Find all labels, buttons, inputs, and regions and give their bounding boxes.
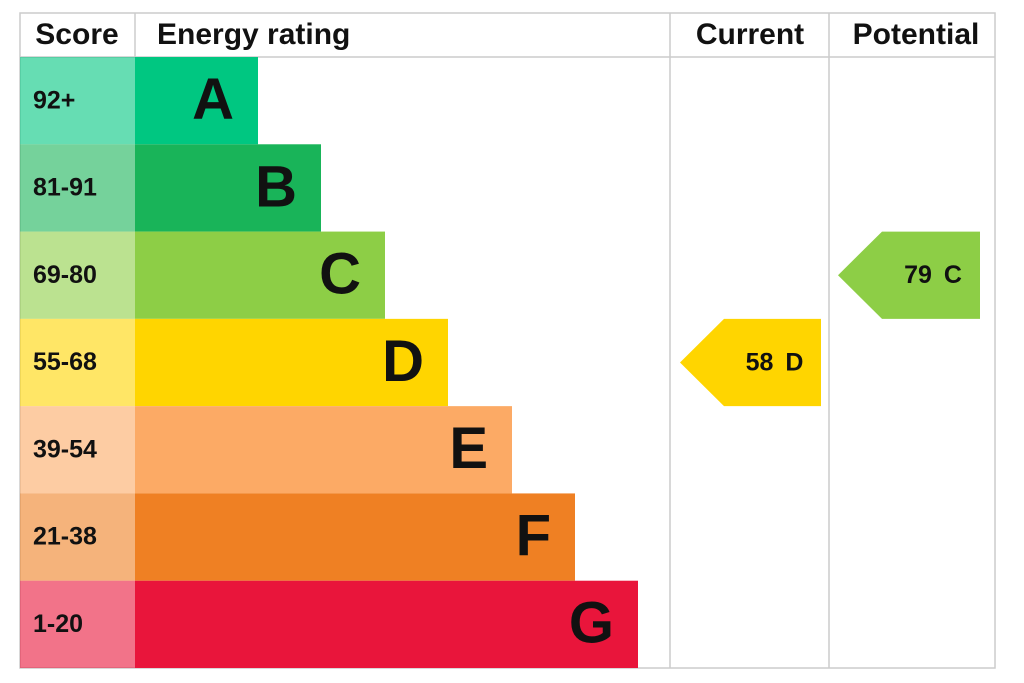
rating-bar (135, 318, 448, 407)
score-cell (20, 493, 135, 581)
potential-label: 79 C (904, 261, 962, 289)
rating-letter: B (255, 154, 297, 219)
rating-bar (135, 57, 258, 145)
score-cell (20, 231, 135, 319)
header-score: Score (35, 18, 118, 51)
rating-letter: C (319, 242, 361, 307)
score-range: 1-20 (33, 610, 83, 638)
header-current: Current (696, 18, 804, 51)
potential-arrow (838, 231, 980, 319)
score-range: 92+ (33, 86, 75, 114)
rating-bar (135, 231, 385, 319)
current-band: D (785, 348, 803, 376)
current-value: 58 (746, 348, 774, 376)
rating-bar (135, 406, 512, 494)
rating-bar (135, 493, 575, 581)
potential-value: 79 (904, 261, 932, 289)
rating-bar (135, 580, 638, 668)
current-arrow (680, 318, 821, 407)
rating-letter: F (516, 503, 551, 568)
rating-letter: A (192, 67, 234, 132)
potential-band: C (944, 261, 962, 289)
score-range: 81-91 (33, 174, 97, 202)
score-cell (20, 144, 135, 232)
score-cell (20, 57, 135, 145)
score-range: 69-80 (33, 261, 97, 289)
header-potential: Potential (853, 18, 980, 51)
score-range: 55-68 (33, 348, 97, 376)
score-range: 39-54 (33, 435, 97, 463)
header-energy-rating: Energy rating (157, 18, 350, 51)
rating-letter: G (569, 591, 614, 656)
score-cell (20, 580, 135, 668)
score-range: 21-38 (33, 523, 97, 551)
current-label: 58 D (746, 348, 804, 376)
score-cell (20, 318, 135, 407)
score-cell (20, 406, 135, 494)
rating-letter: E (449, 416, 488, 481)
rating-letter: D (382, 329, 424, 394)
rating-bar (135, 144, 321, 232)
